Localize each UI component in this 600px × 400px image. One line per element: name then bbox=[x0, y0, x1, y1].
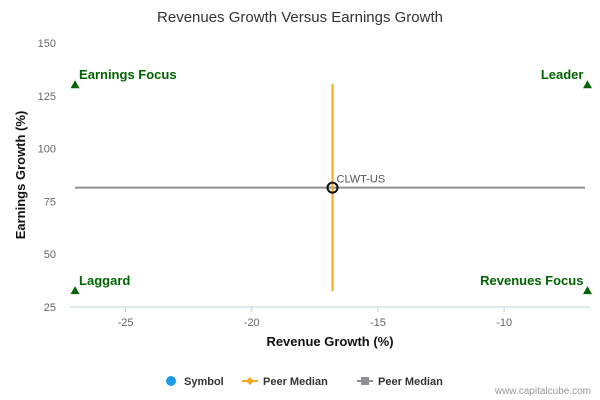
y-tick-label: 125 bbox=[38, 91, 56, 103]
x-tick-label: -25 bbox=[118, 317, 134, 329]
y-axis-title: Earnings Growth (%) bbox=[13, 111, 28, 240]
y-axis-ticks: 25 50 75 100 125 150 bbox=[38, 38, 56, 314]
quadrant-label: Leader bbox=[541, 67, 584, 82]
legend-label[interactable]: Peer Median bbox=[378, 376, 443, 388]
quadrant-label: Earnings Focus bbox=[79, 67, 177, 82]
quadrant-triangle-icon bbox=[70, 286, 80, 295]
legend-label[interactable]: Symbol bbox=[184, 376, 224, 388]
y-tick-label: 25 bbox=[44, 302, 56, 314]
symbol-label: CLWT-US bbox=[337, 174, 386, 186]
quadrant-triangle-icon bbox=[582, 80, 592, 89]
quadrant-triangle-icon bbox=[70, 80, 80, 89]
quadrant-triangle-icon bbox=[582, 286, 592, 295]
legend: Symbol Peer Median Peer Median bbox=[166, 376, 443, 388]
x-axis-title: Revenue Growth (%) bbox=[266, 334, 393, 349]
y-tick-label: 150 bbox=[38, 38, 56, 50]
x-tick-label: -20 bbox=[244, 317, 260, 329]
symbol-point[interactable] bbox=[326, 181, 339, 194]
y-tick-label: 100 bbox=[38, 144, 56, 156]
y-tick-label: 50 bbox=[44, 249, 56, 261]
x-tick-label: -15 bbox=[370, 317, 386, 329]
y-tick-label: 75 bbox=[44, 196, 56, 208]
legend-symbol-icon bbox=[166, 376, 176, 386]
chart-title: Revenues Growth Versus Earnings Growth bbox=[157, 9, 443, 26]
x-tick-label: -10 bbox=[496, 317, 512, 329]
x-axis-ticks: -25 -20 -15 -10 bbox=[118, 307, 512, 329]
quadrant-markers: Earnings Focus Leader Laggard Revenues Focu… bbox=[70, 67, 592, 295]
quadrant-label: Laggard bbox=[79, 273, 130, 288]
credit-text: www.capitalcube.com bbox=[494, 386, 591, 397]
legend-diamond-icon bbox=[246, 377, 254, 385]
legend-square-icon bbox=[361, 377, 369, 385]
legend-label[interactable]: Peer Median bbox=[263, 376, 328, 388]
quadrant-label: Revenues Focus bbox=[480, 273, 583, 288]
